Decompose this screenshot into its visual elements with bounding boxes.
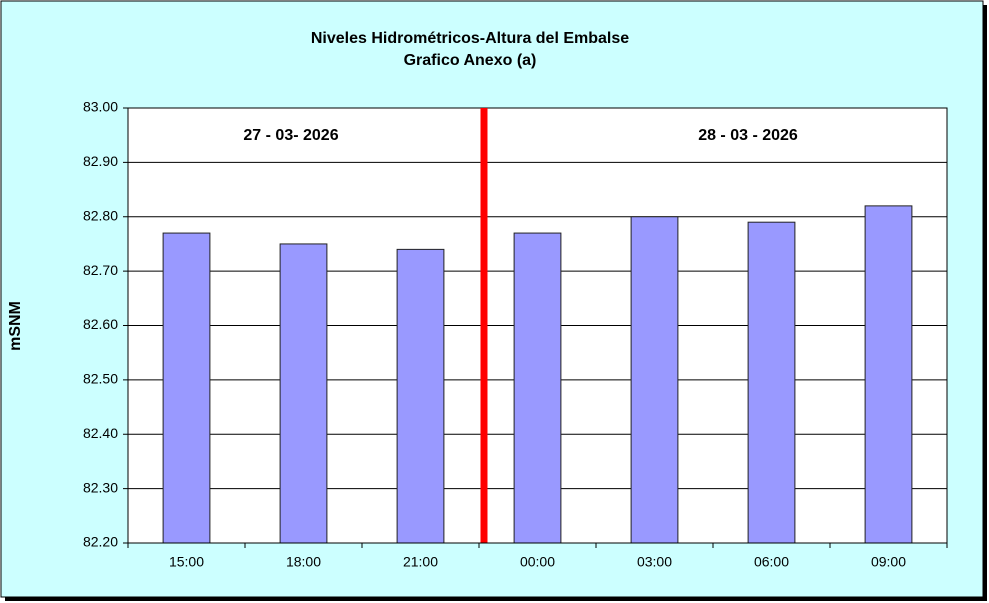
x-tick-label: 15:00 bbox=[169, 554, 204, 570]
bar bbox=[630, 216, 679, 544]
y-tick-label: 83.00 bbox=[83, 99, 118, 115]
x-tick-label: 06:00 bbox=[754, 554, 789, 570]
bar bbox=[279, 243, 328, 544]
y-tick-label: 82.40 bbox=[83, 425, 118, 441]
y-tick-label: 82.90 bbox=[83, 153, 118, 169]
x-tick-label: 03:00 bbox=[637, 554, 672, 570]
chart-title: Niveles Hidrométricos-Altura del Embalse bbox=[311, 30, 629, 47]
bar bbox=[162, 232, 211, 544]
bar bbox=[864, 205, 913, 544]
x-tick-label: 00:00 bbox=[520, 554, 555, 570]
bar bbox=[396, 248, 445, 544]
y-axis-label: mSNM bbox=[7, 301, 24, 351]
y-tick-label: 82.80 bbox=[83, 207, 118, 223]
bar bbox=[747, 221, 796, 544]
x-tick-label: 21:00 bbox=[403, 554, 438, 570]
y-tick-label: 82.50 bbox=[83, 371, 118, 387]
y-tick-label: 82.20 bbox=[83, 534, 118, 550]
y-tick-label: 82.30 bbox=[83, 479, 118, 495]
x-tick-label: 09:00 bbox=[871, 554, 906, 570]
y-tick-label: 82.60 bbox=[83, 316, 118, 332]
x-tick-label: 18:00 bbox=[286, 554, 321, 570]
annotation: 28 - 03 - 2026 bbox=[698, 127, 798, 144]
annotation: 27 - 03- 2026 bbox=[243, 127, 338, 144]
bar bbox=[513, 232, 562, 544]
chart-subtitle: Grafico Anexo (a) bbox=[404, 52, 537, 69]
y-tick-label: 82.70 bbox=[83, 262, 118, 278]
